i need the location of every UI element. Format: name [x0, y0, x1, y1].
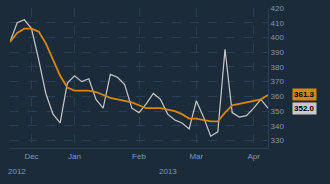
- svg-text:350: 350: [271, 107, 285, 116]
- svg-text:340: 340: [271, 122, 285, 131]
- svg-text:330: 330: [271, 136, 285, 145]
- svg-text:360: 360: [271, 92, 285, 101]
- svg-text:Mar: Mar: [189, 152, 203, 161]
- svg-text:Apr: Apr: [247, 152, 260, 161]
- svg-text:390: 390: [271, 48, 285, 57]
- svg-text:2012: 2012: [8, 167, 26, 176]
- svg-text:Feb: Feb: [132, 152, 146, 161]
- svg-text:2013: 2013: [159, 167, 177, 176]
- svg-text:420: 420: [271, 4, 285, 13]
- svg-text:410: 410: [271, 19, 285, 28]
- svg-text:370: 370: [271, 77, 285, 86]
- svg-text:Jan: Jan: [68, 152, 81, 161]
- svg-text:400: 400: [271, 33, 285, 42]
- svg-text:352.0: 352.0: [294, 104, 315, 113]
- svg-text:361.3: 361.3: [294, 90, 315, 99]
- svg-text:Dec: Dec: [24, 152, 38, 161]
- svg-text:380: 380: [271, 63, 285, 72]
